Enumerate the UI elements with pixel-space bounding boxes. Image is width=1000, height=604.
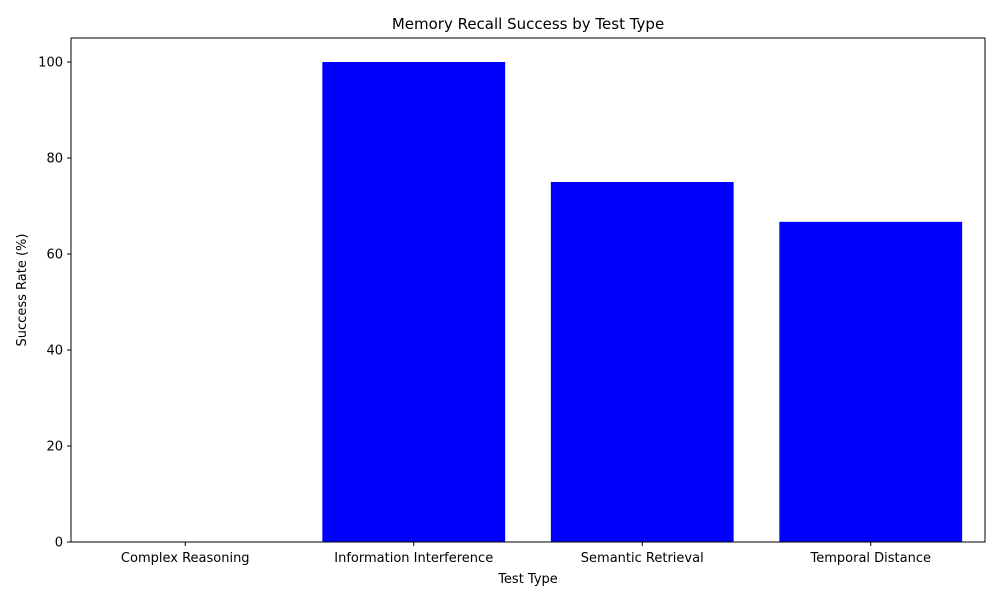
x-tick-label: Temporal Distance xyxy=(810,551,932,566)
bar-information-interference xyxy=(322,62,506,542)
bar-semantic-retrieval xyxy=(550,182,734,542)
y-tick-label: 100 xyxy=(38,56,63,71)
x-tick-label: Complex Reasoning xyxy=(121,551,250,566)
x-tick-label: Semantic Retrieval xyxy=(581,551,704,566)
plot-frame xyxy=(70,37,986,543)
chart-title: Memory Recall Success by Test Type xyxy=(392,15,664,33)
bar-temporal-distance xyxy=(779,221,963,542)
y-tick-label: 40 xyxy=(46,344,63,359)
x-axis-label: Test Type xyxy=(497,572,558,587)
y-tick-label: 80 xyxy=(46,152,63,167)
y-tick-label: 60 xyxy=(46,248,63,263)
y-tick-label: 0 xyxy=(55,536,63,551)
plot-area: 0 20 40 60 80 100 Complex Reasoning Information… xyxy=(38,37,986,566)
y-axis-label: Success Rate (%) xyxy=(15,234,30,347)
y-tick-label: 20 xyxy=(46,440,63,455)
x-tick-label: Information Interference xyxy=(334,551,493,566)
